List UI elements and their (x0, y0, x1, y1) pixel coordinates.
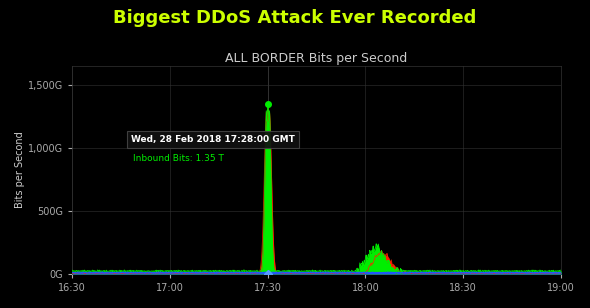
Text: Biggest DDoS Attack Ever Recorded: Biggest DDoS Attack Ever Recorded (113, 9, 477, 27)
Title: ALL BORDER Bits per Second: ALL BORDER Bits per Second (225, 52, 408, 65)
Text: Wed, 28 Feb 2018 17:28:00 GMT: Wed, 28 Feb 2018 17:28:00 GMT (131, 136, 294, 144)
Text: Inbound Bits: 1.35 T: Inbound Bits: 1.35 T (133, 154, 224, 163)
Y-axis label: Bits per Second: Bits per Second (15, 132, 25, 209)
